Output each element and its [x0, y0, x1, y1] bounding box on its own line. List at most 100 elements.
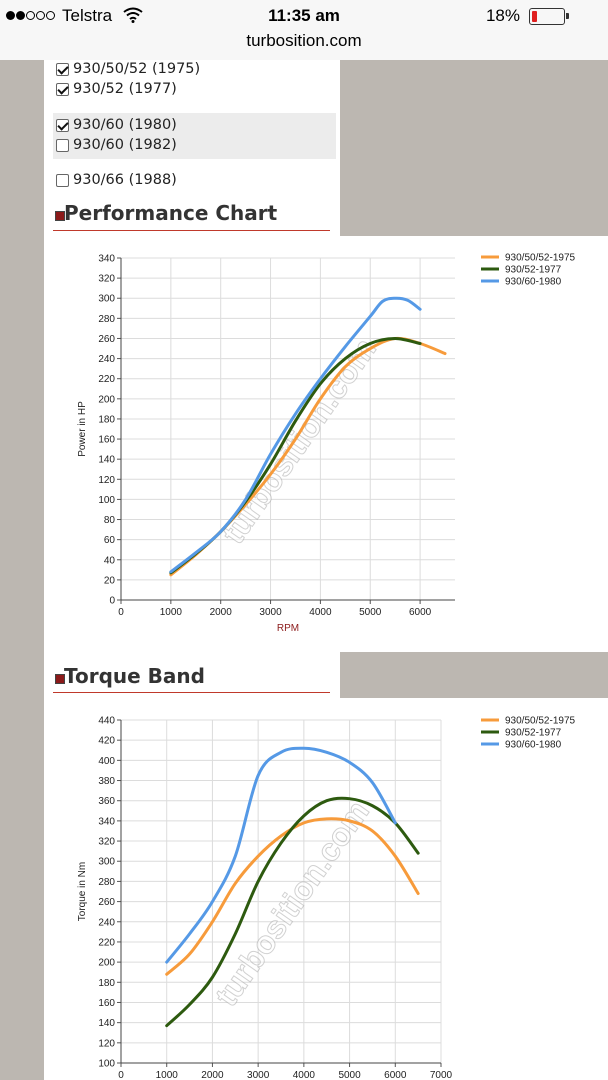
x-tick-label: 0 [118, 607, 124, 618]
x-tick-label: 1000 [156, 1070, 179, 1080]
y-tick-label: 60 [104, 535, 116, 546]
signal-dot-icon [16, 11, 25, 20]
legend-label: 930/50/52-1975 [505, 716, 576, 727]
x-tick-label: 3000 [259, 607, 282, 618]
y-tick-label: 120 [98, 475, 115, 486]
y-tick-label: 100 [98, 1059, 115, 1070]
checkbox[interactable] [56, 118, 69, 132]
y-tick-label: 360 [98, 796, 115, 807]
y-tick-label: 20 [104, 575, 116, 586]
y-tick-label: 340 [98, 816, 115, 827]
option-930-66-1988[interactable]: 930/66 (1988) [56, 172, 177, 188]
title-bullet-icon [55, 211, 65, 221]
right-panel-top [340, 60, 608, 236]
carrier-label: Telstra [62, 6, 113, 25]
url-bar[interactable]: turbosition.com [246, 31, 362, 50]
battery-tip [566, 13, 569, 19]
x-tick-label: 7000 [430, 1070, 453, 1080]
series-line [165, 746, 397, 964]
y-tick-label: 40 [104, 555, 116, 566]
x-tick-label: 6000 [409, 607, 432, 618]
y-tick-label: 80 [104, 515, 116, 526]
option-930-60-1980[interactable]: 930/60 (1980) [56, 117, 177, 133]
x-tick-label: 1000 [160, 607, 183, 618]
option-930-60-1982[interactable]: 930/60 (1982) [56, 137, 177, 153]
left-margin [0, 60, 44, 1080]
torque-chart: 100 120 140 160 180 200 220 240 260 280 300 320 340 3… [77, 716, 576, 1080]
legend-label: 930/50/52-1975 [505, 253, 576, 264]
y-tick-label: 340 [98, 254, 115, 265]
y-tick-label: 180 [98, 978, 115, 989]
signal-dot-icon [36, 11, 45, 20]
y-tick-label: 160 [98, 998, 115, 1009]
x-tick-label: 3000 [247, 1070, 270, 1080]
y-tick-label: 380 [98, 776, 115, 787]
checkbox[interactable] [56, 138, 69, 152]
legend-label: 930/52-1977 [505, 728, 562, 739]
checkbox[interactable] [56, 82, 69, 96]
y-tick-label: 280 [98, 314, 115, 325]
x-tick-label: 2000 [201, 1070, 224, 1080]
x-axis-label: RPM [277, 623, 299, 634]
y-tick-label: 140 [98, 1018, 115, 1029]
checkbox[interactable] [56, 173, 69, 187]
y-tick-label: 240 [98, 354, 115, 365]
right-panel-mid [340, 652, 608, 698]
y-tick-label: 320 [98, 837, 115, 848]
x-tick-label: 6000 [384, 1070, 407, 1080]
battery-percent: 18% [485, 6, 520, 25]
y-tick-label: 420 [98, 736, 115, 747]
series-line [165, 796, 420, 1028]
title-underline [53, 692, 330, 693]
y-tick-label: 220 [98, 374, 115, 385]
x-tick-label: 5000 [338, 1070, 361, 1080]
torque-title: Torque Band [64, 664, 205, 688]
y-tick-label: 200 [98, 958, 115, 969]
y-tick-label: 220 [98, 937, 115, 948]
y-tick-label: 440 [98, 716, 115, 727]
y-tick-label: 300 [98, 294, 115, 305]
performance-title: Performance Chart [64, 201, 278, 225]
watermark: turbosition.com [215, 331, 383, 550]
y-tick-label: 180 [98, 414, 115, 425]
legend-label: 930/60-1980 [505, 740, 562, 751]
legend-label: 930/52-1977 [505, 265, 562, 276]
series-line [169, 296, 422, 574]
option-label: 930/60 (1980) [73, 117, 177, 133]
battery-icon [529, 8, 565, 25]
signal-dot-icon [6, 11, 15, 20]
option-label: 930/50/52 (1975) [73, 61, 201, 77]
clock: 11:35 am [268, 6, 340, 25]
power-chart: 0 20 40 60 80 100 120 140 160 180 200 220 240 260 280 3… [77, 253, 576, 635]
y-tick-label: 280 [98, 877, 115, 888]
checkbox[interactable] [56, 62, 69, 76]
option-label: 930/60 (1982) [73, 137, 177, 153]
signal-dot-icon [46, 11, 55, 20]
option-label: 930/66 (1988) [73, 172, 177, 188]
wifi-icon [123, 7, 143, 23]
title-bullet-icon [55, 674, 65, 684]
y-tick-label: 400 [98, 756, 115, 767]
y-tick-label: 120 [98, 1038, 115, 1049]
option-930-50-52-1975[interactable]: 930/50/52 (1975) [56, 61, 200, 77]
option-group-highlight [53, 113, 336, 159]
y-tick-label: 320 [98, 274, 115, 285]
y-tick-label: 140 [98, 455, 115, 466]
y-axis-label: Torque in Nm [77, 862, 88, 921]
y-tick-label: 260 [98, 334, 115, 345]
legend-label: 930/60-1980 [505, 277, 562, 288]
y-tick-label: 240 [98, 917, 115, 928]
y-tick-label: 300 [98, 857, 115, 868]
battery-level [532, 11, 538, 22]
y-tick-label: 160 [98, 435, 115, 446]
title-underline [53, 230, 330, 231]
option-930-52-1977[interactable]: 930/52 (1977) [56, 81, 177, 97]
signal-dot-icon [26, 11, 35, 20]
x-tick-label: 4000 [293, 1070, 316, 1080]
x-tick-label: 4000 [309, 607, 332, 618]
x-tick-label: 5000 [359, 607, 382, 618]
status-bar: Telstra 11:35 am 18% turbosition.com [0, 0, 608, 60]
x-tick-label: 2000 [210, 607, 233, 618]
option-label: 930/52 (1977) [73, 81, 177, 97]
y-tick-label: 0 [109, 596, 115, 607]
